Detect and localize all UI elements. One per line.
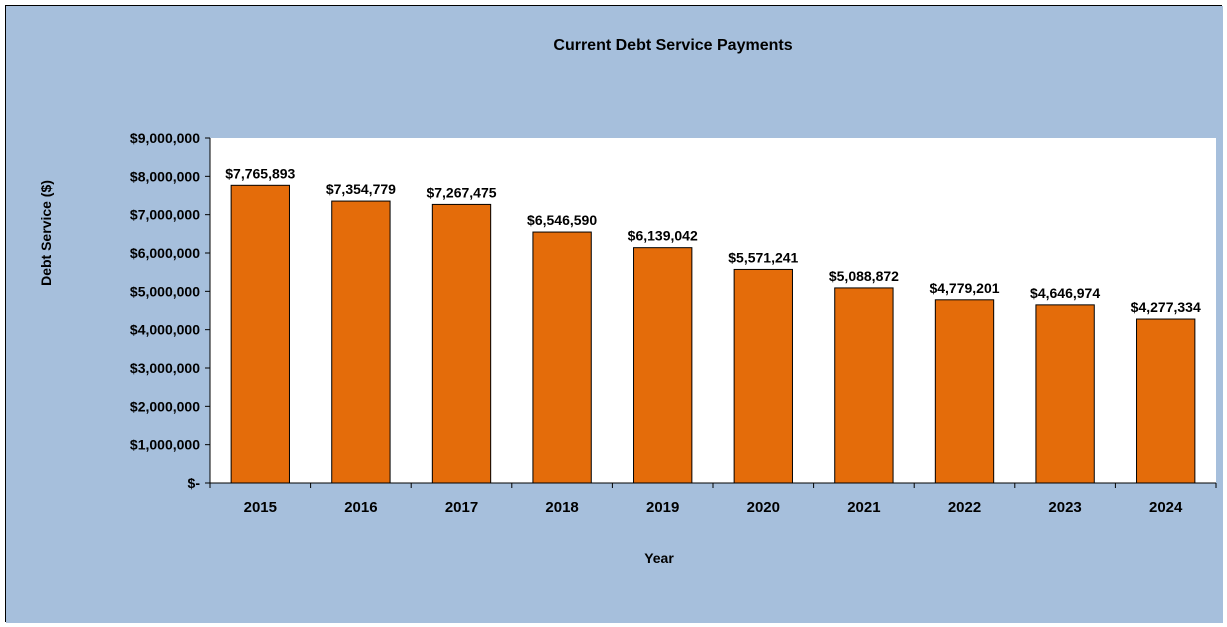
data-label: $7,354,779	[326, 181, 396, 197]
bar-2018	[532, 231, 592, 484]
data-label: $6,139,042	[628, 228, 698, 244]
bar-2019	[633, 247, 693, 484]
bar-2016	[331, 200, 391, 484]
x-tick-label: 2023	[1048, 499, 1081, 516]
y-tick-label: $6,000,000	[130, 245, 200, 261]
x-tick-label: 2022	[948, 499, 981, 516]
y-axis-title: Debt Service ($)	[38, 180, 54, 286]
y-tick-label: $5,000,000	[130, 283, 200, 299]
y-tick-label: $7,000,000	[130, 207, 200, 223]
data-label: $5,088,872	[829, 268, 899, 284]
bar-2020	[733, 268, 793, 484]
y-tick-label: $4,000,000	[130, 322, 200, 338]
chart-svg: Current Debt Service Payments Debt Servi…	[6, 6, 1223, 623]
y-tick-label: $3,000,000	[130, 360, 200, 376]
x-tick-label: 2019	[646, 499, 679, 516]
data-label: $4,779,201	[929, 280, 999, 296]
x-tick-label: 2024	[1149, 499, 1183, 516]
x-tick-label: 2021	[847, 499, 880, 516]
bar-2023	[1035, 304, 1095, 484]
x-axis-title: Year	[644, 550, 674, 566]
y-tick-label: $9,000,000	[130, 130, 200, 146]
bar-2015	[230, 184, 290, 484]
data-label: $6,546,590	[527, 212, 597, 228]
data-label: $7,765,893	[225, 165, 295, 181]
bar-2022	[934, 299, 995, 484]
bar-2024	[1136, 318, 1196, 484]
bars	[230, 184, 1196, 484]
data-label: $4,277,334	[1131, 299, 1201, 315]
x-tick-label: 2020	[747, 499, 780, 516]
x-tick-label: 2017	[445, 499, 478, 516]
data-label: $5,571,241	[728, 249, 798, 265]
y-tick-label: $1,000,000	[130, 437, 200, 453]
y-tick-label: $2,000,000	[130, 398, 200, 414]
x-tick-label: 2016	[344, 499, 377, 516]
data-label: $4,646,974	[1030, 285, 1100, 301]
y-tick-label: $8,000,000	[130, 168, 200, 184]
y-tick-label: $-	[188, 475, 201, 491]
data-labels: $7,765,893 $7,354,779 $7,267,475 $6,546,590…	[225, 165, 1201, 315]
data-label: $7,267,475	[426, 184, 496, 200]
chart-area: Current Debt Service Payments Debt Servi…	[5, 5, 1223, 623]
x-tick-label: 2015	[244, 499, 277, 516]
chart-title: Current Debt Service Payments	[553, 37, 792, 54]
y-axis-ticks: $- $1,000,000 $2,000,000 $3,000,000 $4,000,0…	[130, 130, 210, 491]
bar-2021	[834, 287, 894, 484]
bar-2017	[431, 203, 492, 484]
x-tick-label: 2018	[545, 499, 578, 516]
x-axis-ticks: 2015 2016 2017 2018 2019 2020 2021 2022 2023 2024	[209, 483, 1217, 516]
